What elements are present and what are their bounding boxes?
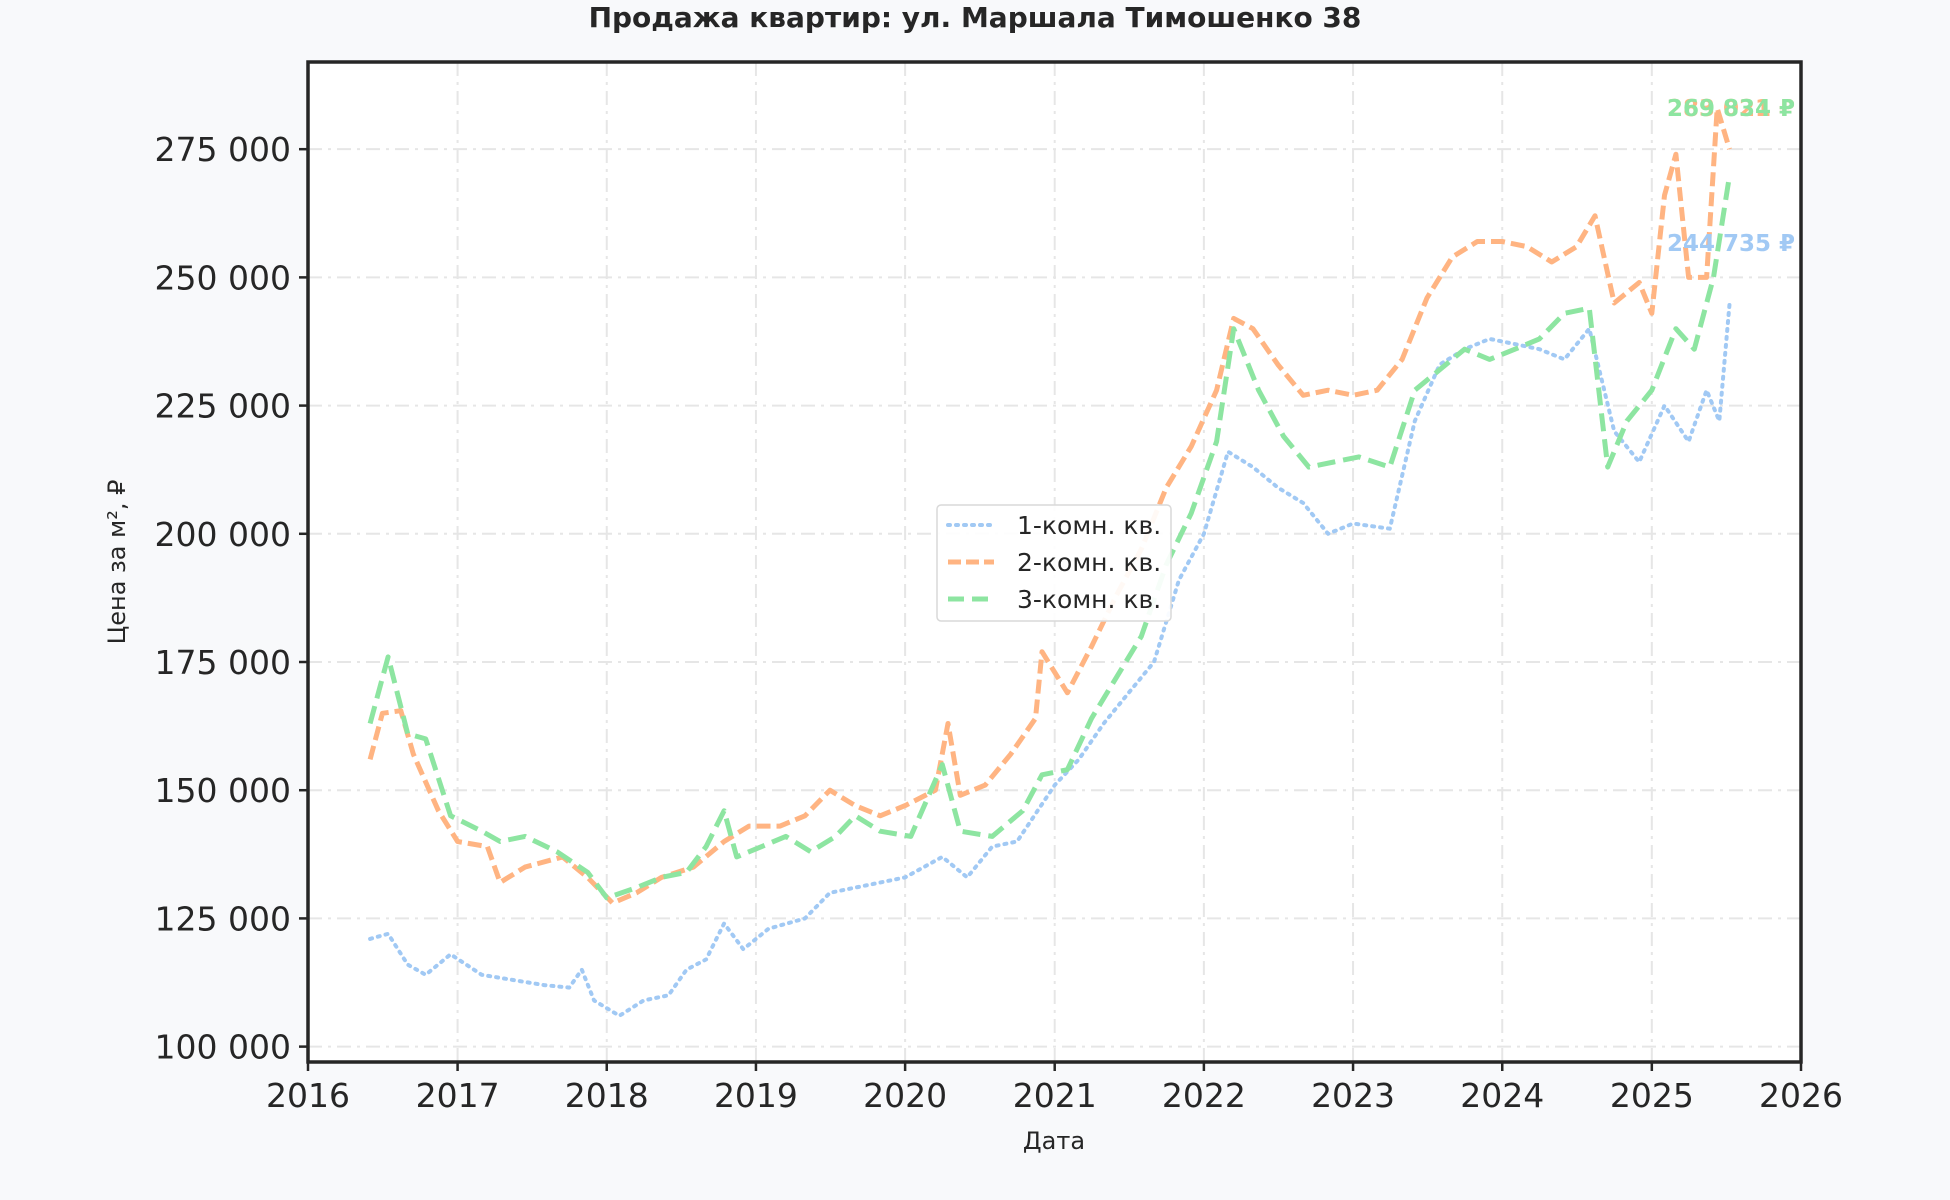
y-tick-label: 250 000 xyxy=(155,258,291,297)
series-end-labels: 244 735 ₽ 283 021 ₽269 834 ₽ xyxy=(1667,96,1795,257)
x-tick-label: 2026 xyxy=(1759,1076,1843,1115)
y-axis-title: Цена за м², ₽ xyxy=(103,480,131,645)
x-tick-label: 2022 xyxy=(1162,1076,1246,1115)
end-value-label-2: 283 021 ₽ xyxy=(1667,96,1795,122)
x-tick-label: 2025 xyxy=(1610,1076,1694,1115)
legend-label-2: 2-комн. кв. xyxy=(1017,548,1161,577)
series-lines xyxy=(367,105,1732,1018)
x-tick-label: 2024 xyxy=(1460,1076,1544,1115)
legend-box xyxy=(936,504,1172,622)
y-tick-label: 125 000 xyxy=(155,899,291,938)
y-tick-label: 100 000 xyxy=(155,1028,291,1067)
legend-label-1: 1-комн. кв. xyxy=(1017,511,1161,540)
legend: 1-комн. кв. 2-комн. кв. 3-комн. кв. xyxy=(936,504,1172,622)
x-tick-label: 2023 xyxy=(1311,1076,1395,1115)
x-tick-label: 2021 xyxy=(1013,1076,1097,1115)
series-line-1 xyxy=(368,302,1732,1018)
end-value-label-1: 244 735 ₽ xyxy=(1667,231,1795,257)
x-tick-label: 2018 xyxy=(565,1076,649,1115)
x-tick-label: 2017 xyxy=(416,1076,500,1115)
end-value-label-3: 269 834 ₽ xyxy=(1667,96,1795,122)
series-line-2 xyxy=(367,105,1732,906)
y-tick-label: 175 000 xyxy=(155,643,291,682)
x-tick-label: 2016 xyxy=(266,1076,350,1115)
y-tick-label: 225 000 xyxy=(155,387,291,426)
series-line-3 xyxy=(367,175,1732,901)
x-tick-label: 2019 xyxy=(714,1076,798,1115)
y-tick-label: 200 000 xyxy=(155,515,291,554)
legend-label-3: 3-комн. кв. xyxy=(1017,585,1161,614)
axis-ticks: 2016 2017 2018 2019 2020 2021 2022 2023 2024 2025… xyxy=(155,130,1843,1115)
y-tick-label: 275 000 xyxy=(155,130,291,169)
y-tick-label: 150 000 xyxy=(155,771,291,810)
x-tick-label: 2020 xyxy=(863,1076,947,1115)
chart-title: Продажа квартир: ул. Маршала Тимошенко 3… xyxy=(589,1,1362,34)
x-axis-title: Дата xyxy=(1023,1127,1085,1155)
